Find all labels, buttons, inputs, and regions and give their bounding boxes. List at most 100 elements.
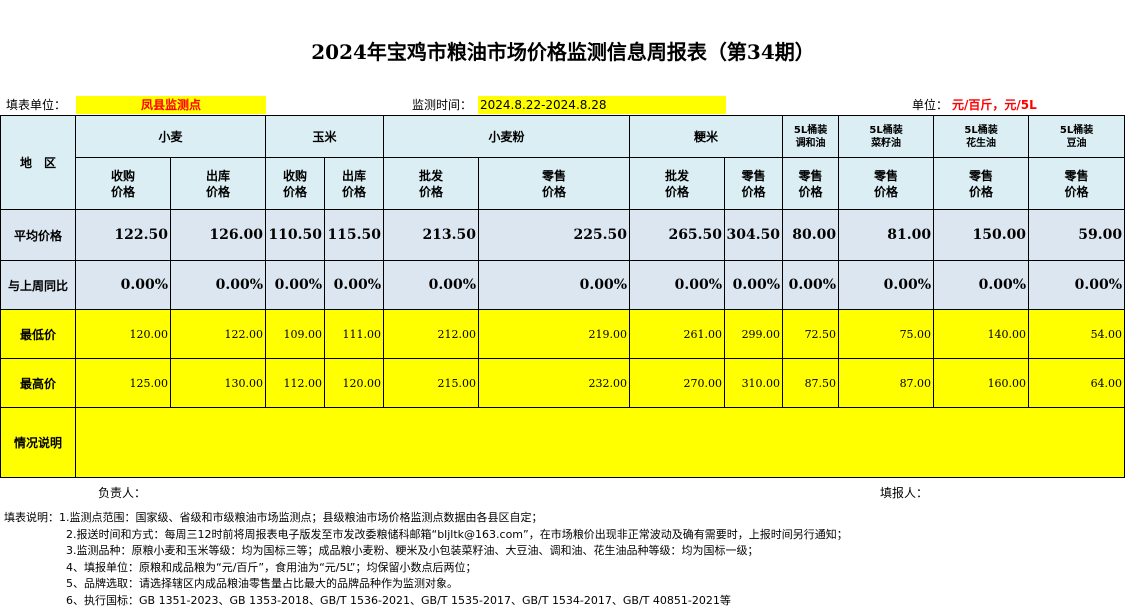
- subcol-header: 零售 价格: [478, 157, 631, 210]
- region-header: 地 区: [0, 115, 76, 210]
- group-corn: 玉米: [265, 115, 385, 158]
- header-group-row: 地 区 小麦 玉米 小麦粉 粳米 5L桶装 调和油 5L桶装 菜籽油 5L桶装 …: [0, 115, 1126, 210]
- monitor-time-value: 2024.8.22-2024.8.28: [480, 98, 607, 112]
- max-cell[interactable]: 87.00: [838, 358, 935, 408]
- subcol-header: 收购 价格: [265, 157, 326, 210]
- reporting-unit-field[interactable]: 凤县监测点: [76, 96, 266, 114]
- min-cell[interactable]: 212.00: [383, 309, 480, 359]
- yoy-cell[interactable]: 0.00%: [782, 260, 840, 310]
- max-cell[interactable]: 310.00: [724, 358, 784, 408]
- max-cell[interactable]: 120.00: [324, 358, 385, 408]
- row-label-note: 情况说明: [0, 407, 76, 478]
- max-cell[interactable]: 270.00: [629, 358, 726, 408]
- yoy-cell[interactable]: 0.00%: [933, 260, 1030, 310]
- max-cell[interactable]: 130.00: [169, 358, 267, 408]
- note-line: 5、品牌选取：请选择辖区内成品粮油零售量占比最大的品牌品种作为监测对象。: [66, 577, 458, 590]
- subcol-header: 出库 价格: [324, 157, 385, 210]
- min-cell[interactable]: 109.00: [265, 309, 326, 359]
- min-cell[interactable]: 140.00: [933, 309, 1030, 359]
- avg-cell[interactable]: 150.00: [933, 209, 1030, 261]
- subcol-header: 零售 价格: [933, 157, 1030, 210]
- note-line: 3.监测品种：原粮小麦和玉米等级：均为国标三等；成品粮小麦粉、粳米及小包装菜籽油…: [66, 544, 759, 557]
- avg-cell[interactable]: 80.00: [782, 209, 840, 261]
- min-cell[interactable]: 120.00: [75, 309, 171, 359]
- leader-label: 负责人：: [98, 486, 147, 500]
- subcol-header: 零售 价格: [838, 157, 935, 210]
- max-cell[interactable]: 64.00: [1028, 358, 1126, 408]
- table-row-min: 最低价 120.00 122.00 109.00 111.00 212.00 2…: [0, 309, 1126, 359]
- min-cell[interactable]: 111.00: [324, 309, 385, 359]
- group-peanut-oil: 5L桶装 花生油: [933, 115, 1030, 158]
- avg-cell[interactable]: 115.50: [324, 209, 385, 261]
- note-line: 4、填报单位：原粮和成品粮为“元/百斤”，食用油为“元/5L”；均保留小数点后两…: [66, 560, 477, 574]
- group-rice: 粳米: [629, 115, 784, 158]
- min-cell[interactable]: 299.00: [724, 309, 784, 359]
- max-cell[interactable]: 112.00: [265, 358, 326, 408]
- min-cell[interactable]: 219.00: [478, 309, 631, 359]
- group-flour: 小麦粉: [383, 115, 631, 158]
- avg-cell[interactable]: 122.50: [75, 209, 171, 261]
- min-cell[interactable]: 122.00: [169, 309, 267, 359]
- avg-cell[interactable]: 225.50: [478, 209, 631, 261]
- measure-label: 单位：: [912, 98, 949, 112]
- group-wheat: 小麦: [74, 115, 267, 158]
- table-row-note: 情况说明: [0, 407, 1126, 478]
- yoy-cell[interactable]: 0.00%: [838, 260, 935, 310]
- yoy-cell[interactable]: 0.00%: [75, 260, 171, 310]
- row-label-yoy: 与上周同比: [0, 260, 76, 310]
- table-row-max: 最高价 125.00 130.00 112.00 120.00 215.00 2…: [0, 358, 1126, 408]
- avg-cell[interactable]: 265.50: [629, 209, 726, 261]
- avg-cell[interactable]: 110.50: [265, 209, 326, 261]
- subcol-header: 零售 价格: [1028, 157, 1126, 210]
- yoy-cell[interactable]: 0.00%: [1028, 260, 1126, 310]
- avg-cell[interactable]: 213.50: [383, 209, 480, 261]
- header-sub-row: 收购 价格 出库 价格 收购 价格 出库 价格 批发 价格 零售 价格 批发 价…: [1, 157, 1126, 210]
- yoy-cell[interactable]: 0.00%: [383, 260, 480, 310]
- measure-unit-value: 元/百斤，元/5L: [952, 98, 1037, 112]
- min-cell[interactable]: 75.00: [838, 309, 935, 359]
- reporting-unit-value: 凤县监测点: [140, 98, 201, 112]
- note-line: 2.报送时间和方式：每周三12时前将周报表电子版发至市发改委粮储科邮箱“bljl…: [66, 527, 848, 541]
- avg-cell[interactable]: 304.50: [724, 209, 784, 261]
- table-row-yoy: 与上周同比 0.00% 0.00% 0.00% 0.00% 0.00% 0.00…: [0, 260, 1126, 310]
- min-cell[interactable]: 54.00: [1028, 309, 1126, 359]
- min-cell[interactable]: 261.00: [629, 309, 726, 359]
- price-table: 地 区 小麦 玉米 小麦粉 粳米 5L桶装 调和油 5L桶装 菜籽油 5L桶装 …: [0, 115, 1126, 478]
- avg-cell[interactable]: 59.00: [1028, 209, 1126, 261]
- yoy-cell[interactable]: 0.00%: [629, 260, 726, 310]
- group-blend-oil: 5L桶装 调和油: [782, 115, 840, 158]
- group-soybean-oil: 5L桶装 豆油: [1028, 115, 1126, 158]
- subcol-header: 零售 价格: [724, 157, 784, 210]
- yoy-cell[interactable]: 0.00%: [478, 260, 631, 310]
- avg-cell[interactable]: 126.00: [169, 209, 267, 261]
- max-cell[interactable]: 232.00: [478, 358, 631, 408]
- table-row-average: 平均价格 122.50 126.00 110.50 115.50 213.50 …: [0, 209, 1126, 261]
- yoy-cell[interactable]: 0.00%: [169, 260, 267, 310]
- subcol-header: 零售 价格: [782, 157, 840, 210]
- yoy-cell[interactable]: 0.00%: [324, 260, 385, 310]
- max-cell[interactable]: 160.00: [933, 358, 1030, 408]
- report-title: 2024年宝鸡市粮油市场价格监测信息周报表（第34期）: [311, 40, 815, 64]
- row-label-average: 平均价格: [0, 209, 76, 261]
- max-cell[interactable]: 87.50: [782, 358, 840, 408]
- row-label-max: 最高价: [0, 358, 76, 408]
- unit-label: 填表单位：: [6, 98, 67, 112]
- subcol-header: 出库 价格: [169, 157, 267, 210]
- yoy-cell[interactable]: 0.00%: [724, 260, 784, 310]
- subcol-header: 收购 价格: [75, 157, 171, 210]
- max-cell[interactable]: 125.00: [75, 358, 171, 408]
- avg-cell[interactable]: 81.00: [838, 209, 935, 261]
- filler-label: 填报人：: [880, 486, 929, 500]
- min-cell[interactable]: 72.50: [782, 309, 840, 359]
- monitor-time-field[interactable]: 2024.8.22-2024.8.28: [478, 96, 726, 114]
- note-cell[interactable]: [74, 407, 1126, 478]
- max-cell[interactable]: 215.00: [383, 358, 480, 408]
- instructions: 填表说明：1.监测点范围：国家级、省级和市级粮油市场监测点；县级粮油市场价格监测…: [4, 510, 848, 609]
- note-line: 6、执行国标：GB 1351-2023、GB 1353-2018、GB/T 15…: [66, 593, 731, 607]
- yoy-cell[interactable]: 0.00%: [265, 260, 326, 310]
- group-rapeseed-oil: 5L桶装 菜籽油: [838, 115, 935, 158]
- subcol-header: 批发 价格: [629, 157, 726, 210]
- note-line: 填表说明：1.监测点范围：国家级、省级和市级粮油市场监测点；县级粮油市场价格监测…: [4, 511, 543, 524]
- row-label-min: 最低价: [0, 309, 76, 359]
- time-label: 监测时间：: [412, 98, 473, 112]
